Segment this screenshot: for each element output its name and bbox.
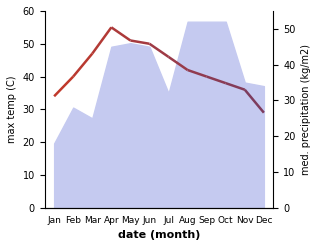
Y-axis label: max temp (C): max temp (C) bbox=[7, 76, 17, 143]
Y-axis label: med. precipitation (kg/m2): med. precipitation (kg/m2) bbox=[301, 44, 311, 175]
X-axis label: date (month): date (month) bbox=[118, 230, 200, 240]
